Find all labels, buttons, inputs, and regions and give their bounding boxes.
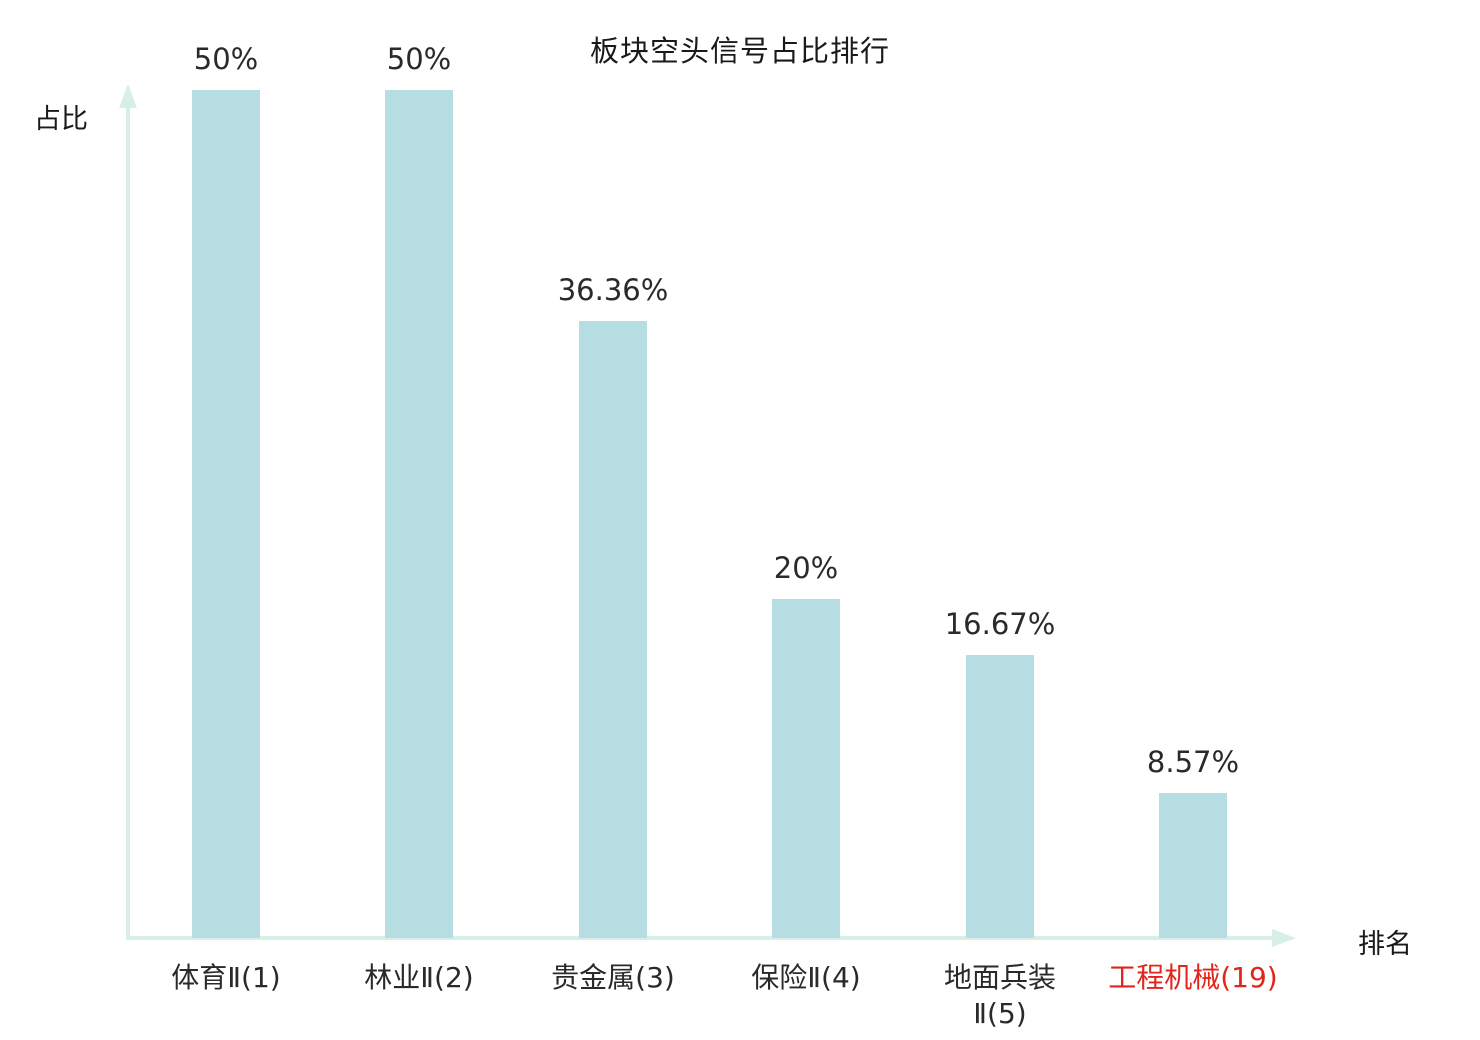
y-axis-arrow-icon: [119, 84, 137, 108]
bar-value-label: 16.67%: [944, 607, 1056, 641]
bar-category-label: 体育Ⅱ(1): [171, 961, 281, 994]
bar-value-label: 50%: [193, 42, 259, 76]
bar-value-label: 8.57%: [1146, 745, 1240, 779]
x-axis-arrow-icon: [1272, 929, 1296, 947]
bar: [772, 599, 840, 938]
bar-category-label: 地面兵装 Ⅱ(5): [943, 961, 1057, 1031]
bar-value-label: 20%: [773, 551, 839, 585]
bar: [579, 321, 647, 938]
bar-category-label: 保险Ⅱ(4): [751, 961, 861, 994]
bar-category-label: 林业Ⅱ(2): [364, 961, 474, 994]
x-axis-label: 排名: [1358, 929, 1412, 960]
bar-category-label: 工程机械(19): [1108, 961, 1278, 994]
chart-title: 板块空头信号占比排行: [589, 34, 890, 68]
bar-value-label: 36.36%: [557, 273, 669, 307]
bar-category-label: 贵金属(3): [551, 961, 675, 994]
bar: [192, 90, 260, 938]
y-axis-label: 占比: [34, 104, 88, 135]
bar-value-label: 50%: [386, 42, 452, 76]
bar: [966, 655, 1034, 938]
bar: [1159, 793, 1227, 938]
bar: [385, 90, 453, 938]
